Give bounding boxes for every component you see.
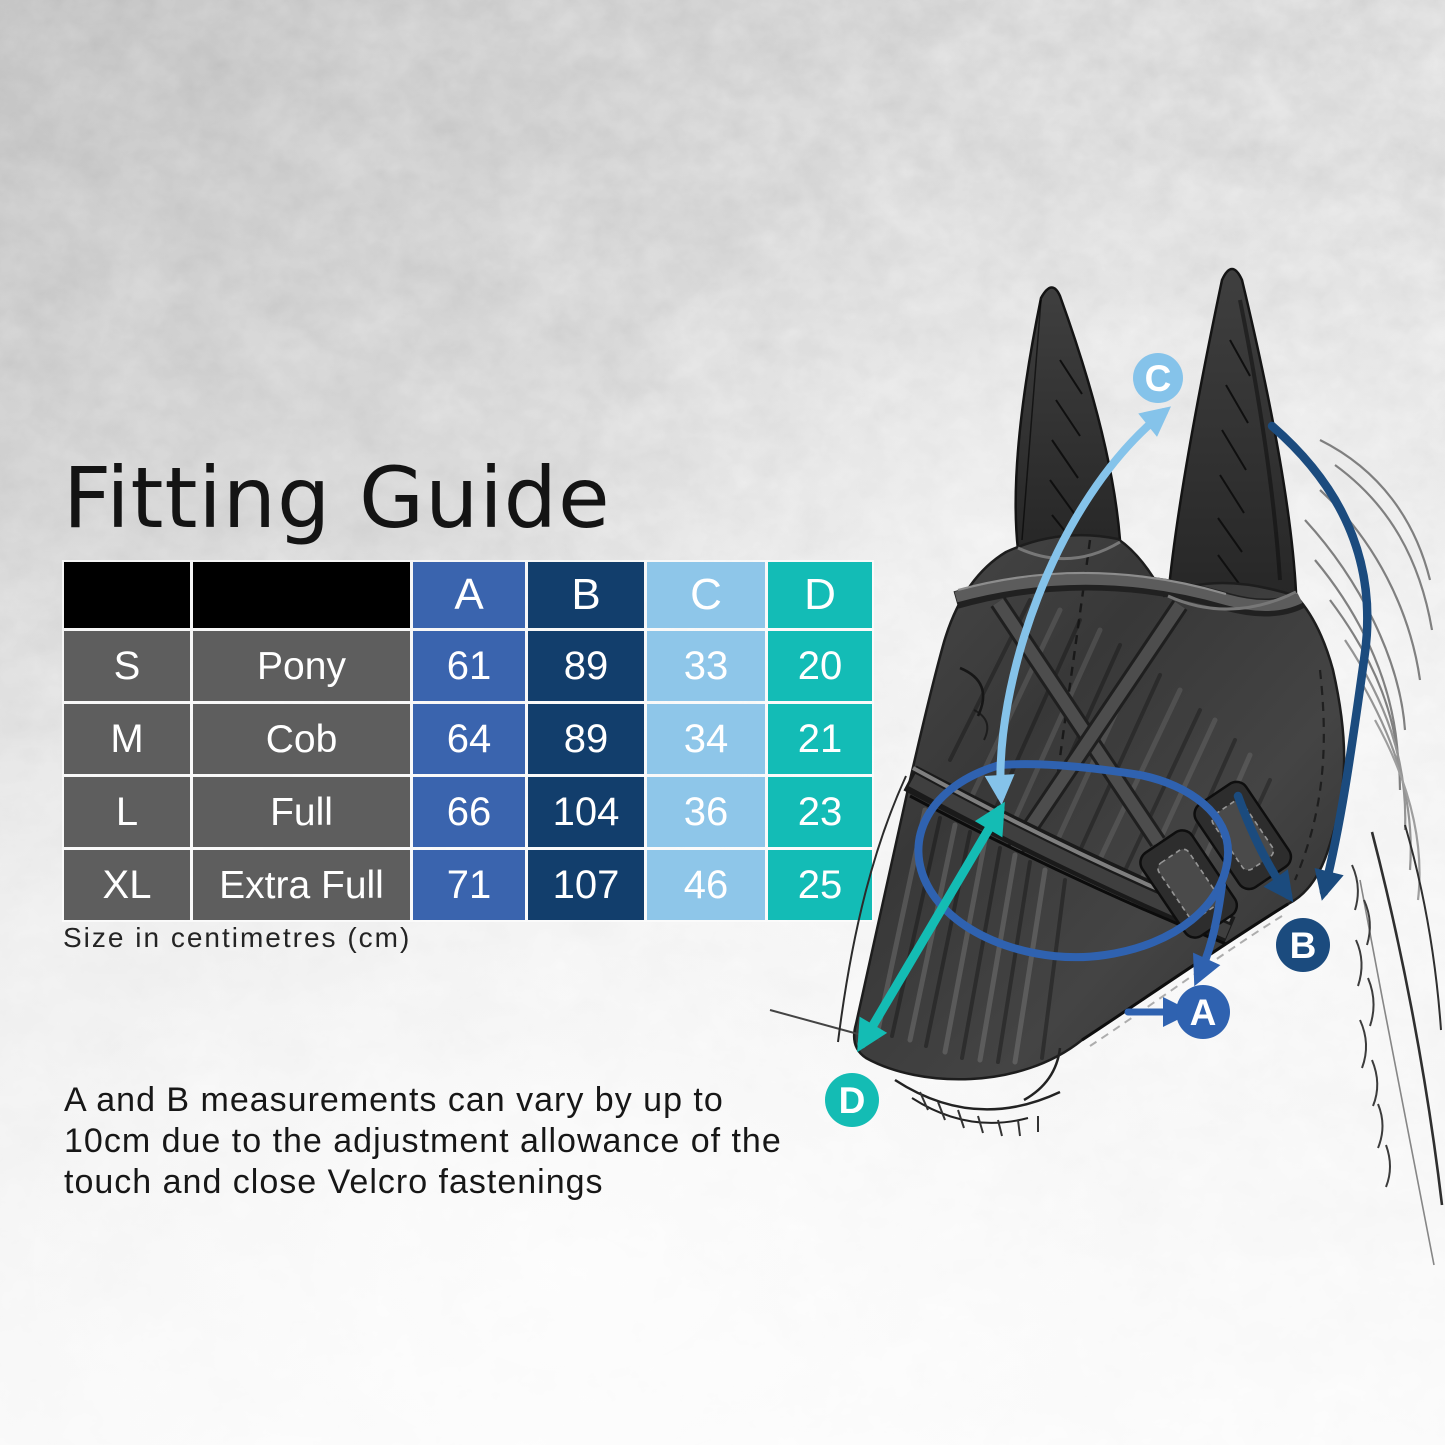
horse-mask-diagram: C B A D: [769, 267, 1444, 1266]
arrow-b: [1233, 421, 1372, 903]
right-ear: [1166, 267, 1298, 610]
marker-d-circle: [825, 1073, 879, 1127]
value-b: 107: [528, 850, 644, 920]
size-cell: L: [64, 777, 190, 847]
arrow-c: [984, 406, 1172, 805]
value-c: 34: [647, 704, 765, 774]
value-d: 23: [768, 777, 872, 847]
value-b: 89: [528, 631, 644, 701]
table-header-c: C: [647, 562, 765, 628]
fit-cell: Full: [193, 777, 410, 847]
footnote-line: A and B measurements can vary by up to: [64, 1081, 724, 1119]
fit-cell: Pony: [193, 631, 410, 701]
size-cell: M: [64, 704, 190, 774]
marker-b-circle: [1276, 918, 1330, 972]
value-c: 36: [647, 777, 765, 847]
fit-cell: Extra Full: [193, 850, 410, 920]
value-a: 64: [413, 704, 525, 774]
page-title: Fitting Guide: [63, 449, 611, 548]
marker-a-label: A: [1190, 992, 1217, 1033]
size-cell: XL: [64, 850, 190, 920]
measurement-markers: C B A D: [825, 353, 1330, 1127]
measurement-arrows: [857, 406, 1372, 1053]
value-c: 33: [647, 631, 765, 701]
marker-a-circle: [1176, 985, 1230, 1039]
unit-note: Size in centimetres (cm): [63, 922, 412, 953]
footnote-line: touch and close Velcro fastenings: [64, 1163, 604, 1201]
table-header-d: D: [768, 562, 872, 628]
value-c: 46: [647, 850, 765, 920]
size-table: A B C D S Pony 61 89 33 20 M Cob 64 89 3…: [62, 560, 874, 922]
value-d: 25: [768, 850, 872, 920]
table-header-b: B: [528, 562, 644, 628]
table-corner-blank-1: [64, 562, 190, 628]
arrow-d: [857, 801, 1005, 1053]
table-header-a: A: [413, 562, 525, 628]
value-a: 66: [413, 777, 525, 847]
marker-b-label: B: [1290, 925, 1317, 966]
value-a: 71: [413, 850, 525, 920]
left-ear: [1014, 286, 1122, 560]
fly-mask-head: [852, 533, 1346, 1081]
value-b: 89: [528, 704, 644, 774]
value-d: 20: [768, 631, 872, 701]
footnote-line: 10cm due to the adjustment allowance of …: [64, 1122, 782, 1160]
marker-d-label: D: [839, 1080, 866, 1121]
neck-sketch: [1359, 824, 1444, 1266]
fit-cell: Cob: [193, 704, 410, 774]
measurement-footnote: A and B measurements can vary by up to 1…: [64, 1080, 782, 1203]
size-cell: S: [64, 631, 190, 701]
marker-c-label: C: [1145, 358, 1172, 399]
marker-c-circle: [1133, 353, 1183, 403]
value-d: 21: [768, 704, 872, 774]
value-b: 104: [528, 777, 644, 847]
coat-hatching: [1351, 864, 1391, 1188]
value-a: 61: [413, 631, 525, 701]
table-corner-blank-2: [193, 562, 410, 628]
